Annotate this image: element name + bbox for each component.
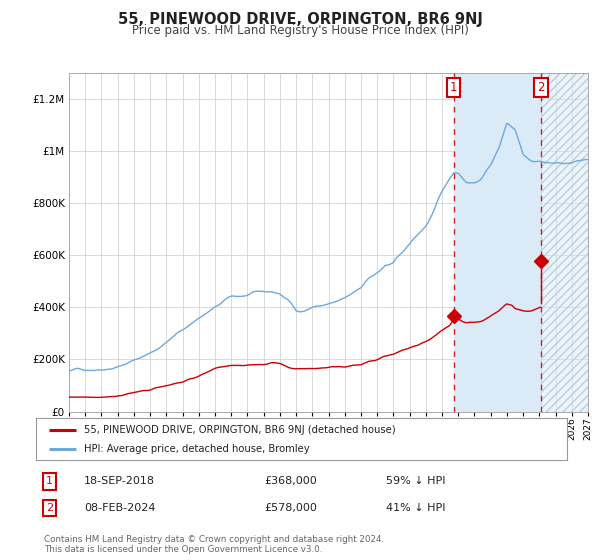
Text: 2: 2 <box>46 503 53 513</box>
Text: 41% ↓ HPI: 41% ↓ HPI <box>386 503 446 513</box>
Text: £578,000: £578,000 <box>265 503 317 513</box>
Text: 59% ↓ HPI: 59% ↓ HPI <box>386 477 446 487</box>
Text: 1: 1 <box>450 81 457 94</box>
Text: Price paid vs. HM Land Registry's House Price Index (HPI): Price paid vs. HM Land Registry's House … <box>131 24 469 36</box>
Text: £368,000: £368,000 <box>265 477 317 487</box>
Text: Contains HM Land Registry data © Crown copyright and database right 2024.
This d: Contains HM Land Registry data © Crown c… <box>44 535 384 554</box>
Text: 55, PINEWOOD DRIVE, ORPINGTON, BR6 9NJ: 55, PINEWOOD DRIVE, ORPINGTON, BR6 9NJ <box>118 12 482 27</box>
Text: 1: 1 <box>46 477 53 487</box>
Bar <box>541 73 588 412</box>
Text: 2: 2 <box>537 81 545 94</box>
Text: 08-FEB-2024: 08-FEB-2024 <box>84 503 155 513</box>
Text: 18-SEP-2018: 18-SEP-2018 <box>84 477 155 487</box>
Text: HPI: Average price, detached house, Bromley: HPI: Average price, detached house, Brom… <box>84 444 310 454</box>
Text: 55, PINEWOOD DRIVE, ORPINGTON, BR6 9NJ (detached house): 55, PINEWOOD DRIVE, ORPINGTON, BR6 9NJ (… <box>84 425 395 435</box>
Bar <box>454 73 541 412</box>
Bar <box>541 73 588 412</box>
